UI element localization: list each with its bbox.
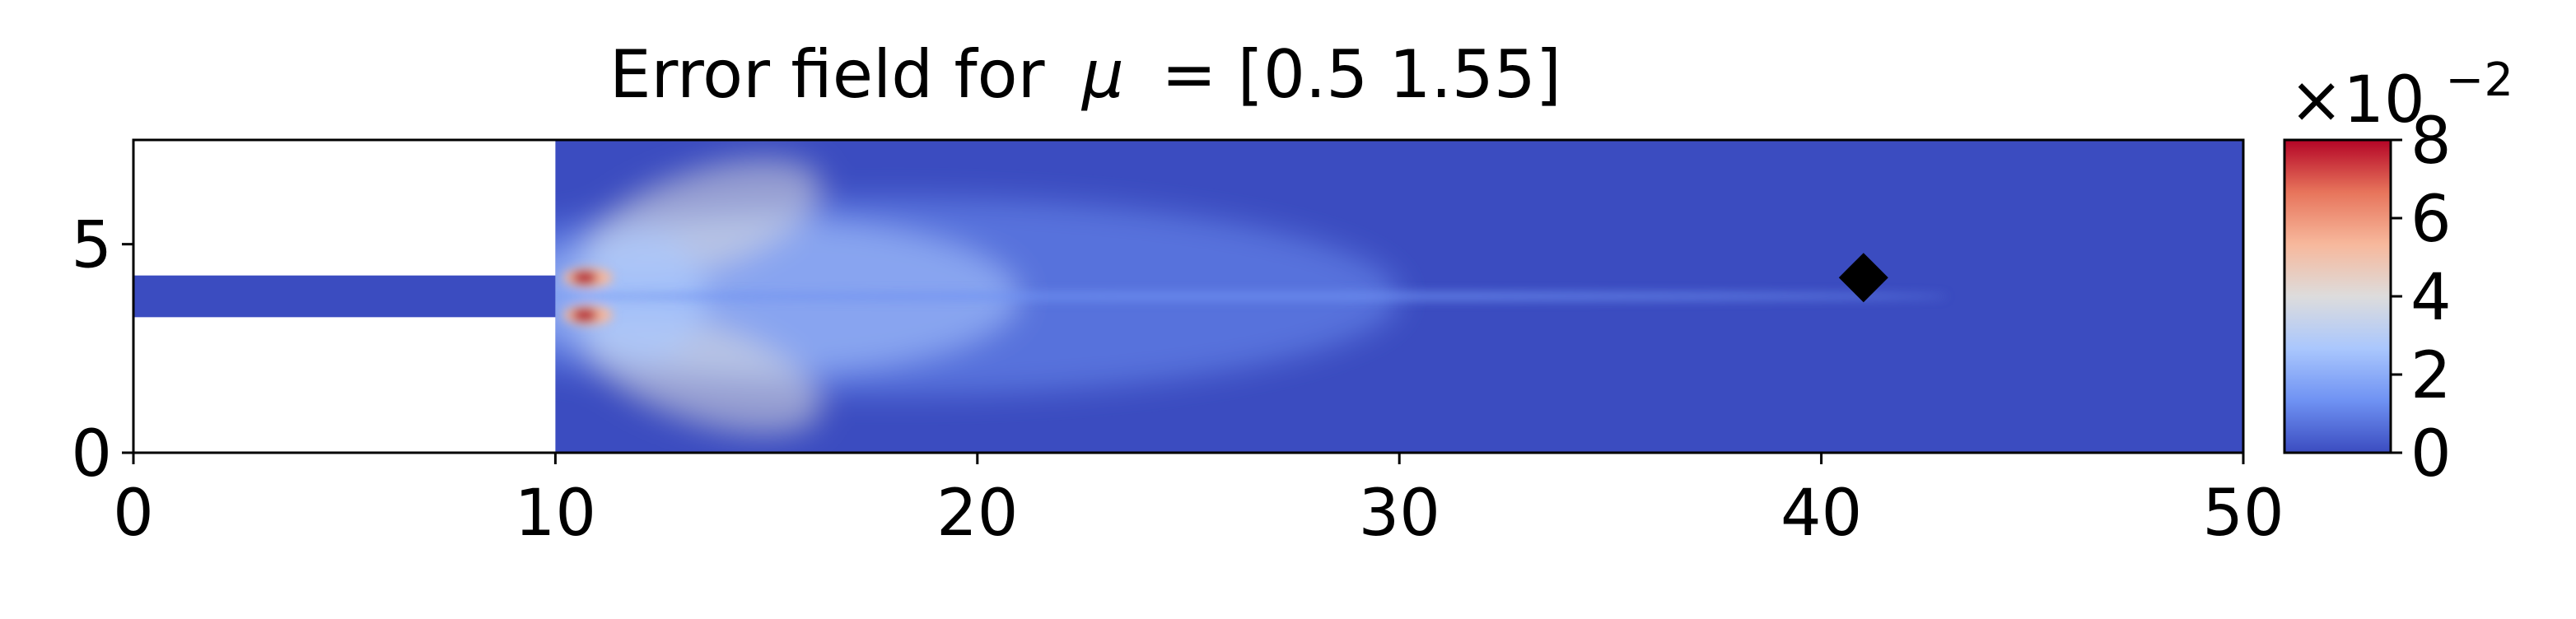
x-tick-label-3: 30 xyxy=(1359,477,1440,551)
field-jet-line xyxy=(555,292,1948,300)
colorbar-tick-label-3: 6 xyxy=(2410,183,2452,257)
colorbar-gradient xyxy=(2283,138,2392,454)
x-tick-label-5: 50 xyxy=(2202,477,2284,551)
x-tick-label-1: 10 xyxy=(515,477,596,551)
chart-title: Error field for μ = [0.5 1.55] xyxy=(609,36,1561,113)
y-tick-label-1: 5 xyxy=(71,209,112,283)
x-tick-label-0: 0 xyxy=(113,477,154,551)
axes-frame xyxy=(132,138,2245,454)
y-tick-label-0: 0 xyxy=(71,417,112,491)
inlet-channel xyxy=(133,275,556,318)
colorbar-tick-label-1: 2 xyxy=(2410,339,2452,413)
x-tick-label-4: 40 xyxy=(1780,477,1862,551)
y-axis: 05 xyxy=(71,209,133,491)
field-hotspot-1 xyxy=(572,308,599,322)
colorbar-exponent-base: ×10 xyxy=(2289,63,2425,137)
title-text: Error field for xyxy=(609,36,1045,113)
svg-text:Error field for μ: Error field for μ = [0.5 1.55] xyxy=(609,36,1561,113)
x-axis: 0 10 20 30 40 50 xyxy=(113,453,2284,551)
title-mu-symbol: μ xyxy=(1080,36,1124,113)
title-mu-value: = [0.5 1.55] xyxy=(1161,36,1561,113)
colorbar-tick-label-0: 0 xyxy=(2410,417,2452,491)
x-tick-label-2: 20 xyxy=(936,477,1018,551)
error-field-structure xyxy=(555,158,1948,435)
colorbar-tick-label-4: 8 xyxy=(2410,105,2452,179)
colorbar-tick-label-2: 4 xyxy=(2410,261,2452,335)
field-hotspot-0 xyxy=(572,271,599,285)
error-field-jet xyxy=(555,268,1948,325)
colorbar-exponent-power: −2 xyxy=(2445,54,2513,107)
probe-marker xyxy=(1838,253,1888,303)
colorbar-exponent: ×10 −2 xyxy=(2289,54,2513,137)
plot-area xyxy=(132,138,2245,454)
